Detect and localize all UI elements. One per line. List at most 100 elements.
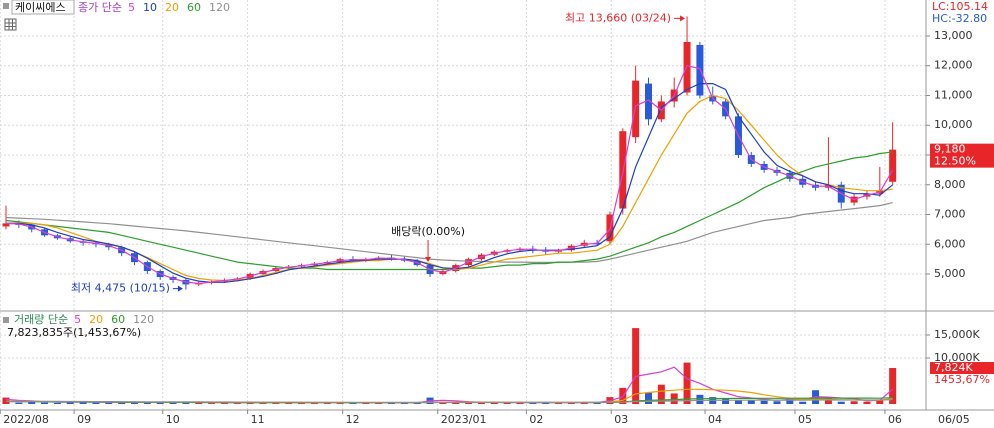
y-tick-label: 6,000	[934, 237, 966, 250]
volume-bar	[298, 402, 306, 405]
volume-bar	[53, 402, 61, 405]
volume-bar	[824, 398, 832, 405]
x-tick-label: 11	[251, 413, 265, 426]
candle-body	[889, 149, 897, 182]
volume-bar	[670, 393, 678, 405]
volume-bar	[850, 401, 858, 405]
volume-bar	[657, 384, 665, 405]
price-tag	[930, 143, 994, 168]
volume-bar	[388, 402, 395, 405]
volume-bar	[272, 402, 280, 405]
volume-bar	[259, 402, 267, 405]
volume-bar	[79, 402, 87, 405]
legend-label: 거래량 단순	[14, 313, 68, 326]
volume-bar	[516, 402, 524, 405]
lc-label: LC:105.14	[932, 0, 988, 13]
volume-bar	[490, 402, 498, 405]
volume-bar	[92, 402, 100, 405]
legend-entry: 60	[111, 313, 125, 326]
volume-bar	[182, 402, 190, 405]
volume-bar	[863, 401, 871, 405]
volume-bar	[773, 401, 781, 405]
volume-bar	[837, 401, 845, 405]
candle-body	[683, 41, 691, 93]
volume-bar	[555, 402, 563, 405]
y-tick-label: 13,000	[934, 29, 973, 42]
x-tick-label: 05	[798, 413, 812, 426]
volume-ma-line	[6, 399, 893, 403]
volume-bar	[722, 398, 730, 405]
y-tick-label: 12,000	[934, 59, 973, 72]
y-tick-label: 10,000K	[934, 351, 980, 364]
x-tick-label: 04	[708, 413, 722, 426]
x-tick-label: 03	[614, 413, 628, 426]
x-tick-label: 10	[166, 413, 180, 426]
legend-label: 종가 단순	[78, 1, 122, 14]
x-tick-label: 2023/01	[441, 413, 487, 426]
volume-bar	[747, 399, 755, 405]
hc-label: HC:-32.80	[932, 12, 987, 25]
table-icon[interactable]	[4, 18, 17, 31]
volume-bar	[323, 402, 331, 405]
y-tick-label: 11,000	[934, 88, 973, 101]
date-label: 06/05	[938, 413, 970, 426]
name-box[interactable]	[11, 0, 75, 15]
volume-bar	[15, 402, 23, 405]
candle-body	[696, 44, 704, 96]
volume-bar	[349, 402, 357, 405]
volume-bar	[632, 328, 640, 405]
legend-entry: 120	[133, 313, 154, 326]
low-annotation: 최저 4,475 (10/15)	[71, 282, 170, 295]
volume-bar	[413, 402, 421, 405]
volume-bar	[362, 402, 370, 405]
x-tick-label: 09	[77, 413, 91, 426]
ma-line	[5, 65, 894, 285]
change-label: 12.50%	[934, 155, 976, 168]
ma-line	[6, 82, 893, 283]
arrow-head	[177, 285, 183, 292]
volume-tag	[930, 362, 994, 375]
volume-tag-label: 7,824K	[934, 361, 973, 374]
arrow-head	[680, 15, 686, 22]
volume-ratio-label: 1453,67%	[934, 373, 990, 386]
volume-bar	[220, 402, 228, 405]
legend-entry: 10	[143, 1, 157, 14]
volume-bar	[285, 402, 293, 405]
volume-bar	[889, 368, 897, 405]
volume-bar	[400, 402, 408, 405]
volume-bar	[28, 401, 36, 405]
candle-body	[645, 83, 652, 120]
y-tick-label: 10,000	[934, 118, 973, 131]
volume-bar	[567, 402, 575, 405]
high-annotation: 최고 13,660 (03/24)	[565, 11, 671, 24]
volume-bar	[195, 402, 203, 405]
volume-bar	[876, 399, 884, 405]
legend-entry: 5	[128, 1, 135, 14]
volume-bar	[529, 402, 537, 405]
volume-bar	[336, 402, 344, 405]
volume-bar	[683, 362, 691, 405]
volume-bar	[233, 402, 241, 405]
ma-line	[5, 151, 893, 271]
x-tick-label: 02	[529, 413, 543, 426]
x-tick-label: 2022/08	[3, 413, 49, 426]
ma-line	[5, 202, 893, 263]
volume-bar	[542, 402, 550, 405]
volume-bar	[131, 402, 138, 405]
y-tick-label: 15,000K	[934, 328, 980, 341]
legend-entry: 20	[165, 1, 179, 14]
volume-bar	[41, 402, 49, 405]
grid	[0, 0, 926, 410]
volume-bar	[477, 402, 485, 405]
legend-icon	[3, 317, 9, 323]
price-tag-label: 9,180	[934, 143, 966, 156]
volume-bar	[169, 402, 177, 405]
x-tick-label: 12	[346, 413, 360, 426]
legend-entry: 5	[74, 313, 81, 326]
legend-icon	[3, 3, 9, 9]
legend-entry: 120	[209, 1, 230, 14]
volume-bar	[734, 400, 742, 405]
volume-bar	[760, 400, 768, 405]
